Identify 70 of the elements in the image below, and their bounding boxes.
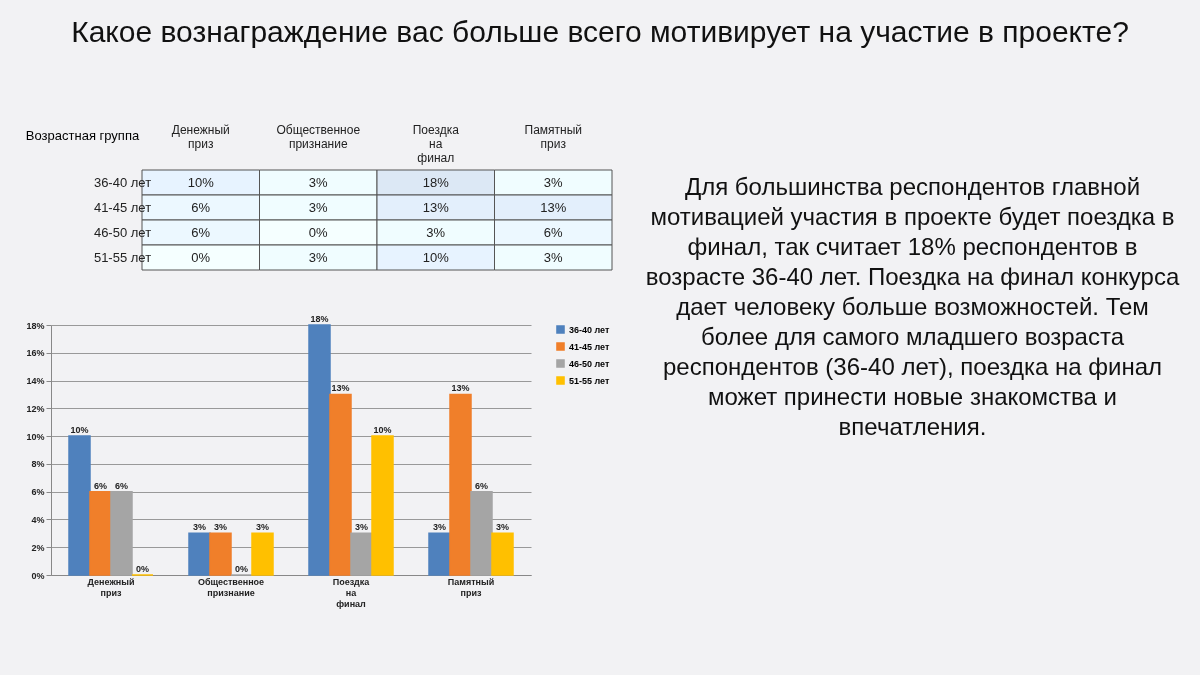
data-label: 0% [308,224,329,240]
y-tick-label: 4% [31,514,45,525]
data-label: 13% [540,199,567,215]
legend-label: 41-45 лет [569,341,610,352]
x-tick-label: Общественное признание [197,576,265,598]
data-label: 3% [426,224,446,240]
bar [251,532,274,576]
y-tick-label: 14% [26,376,45,387]
chart-title: Какое вознаграждение вас больше всего мотивирует на участие в проекте? [70,14,1130,50]
x-tick-label: Денежный приз [171,122,230,151]
data-label: 3% [495,522,510,533]
data-label: 0% [191,249,211,265]
x-tick-label: Поездка на финал [412,122,460,165]
data-label: 6% [474,480,489,491]
legend-label: 46-50 лет [569,358,610,369]
bar [308,324,331,576]
bar [449,393,472,576]
y-tick-label: 6% [31,487,45,498]
x-tick-label: Памятный приз [447,576,495,598]
data-label: 6% [543,224,564,240]
text: Для большинства респондентов главной мотивацией участия в проекте будет поездка в финал, так считает 18% респондентов в возрасте 36-40 лет. Поездка на финал конкурса дает человеку больше возможностей. Тем более для самого младшего возраста респондентов (36-40 лет), поездка на финал может принести новые знакомства и впечатления. [645,173,1180,440]
y-tick-label: 18% [26,320,45,331]
data-label: 13% [331,383,350,394]
x-tick-label: Общественное признание [276,122,361,151]
data-label: 3% [308,199,329,215]
bar [371,435,394,576]
y-tick-label: 8% [31,459,45,470]
y-tick-label: 36-40 лет [93,174,152,190]
y-tick-label: 51-55 лет [93,249,152,265]
data-label: 10% [422,249,450,265]
data-label: 3% [354,522,369,533]
data-label: 3% [308,174,329,190]
bar [491,532,514,576]
data-label: 0% [234,564,249,574]
y-tick-label: 41-45 лет [93,199,152,215]
bar [209,532,232,576]
y-tick-label: 0% [31,570,45,581]
data-label: 6% [191,224,211,240]
y-tick-label: 2% [31,542,45,553]
legend-label: 36-40 лет [569,324,610,335]
bar [89,490,112,576]
data-label: 3% [255,522,270,533]
bar [68,435,91,576]
y-axis-title: Возрастная группа [25,127,140,143]
x-tick-label: Памятный приз [524,122,582,151]
legend-label: 51-55 лет [569,375,610,386]
data-label: 3% [543,249,564,265]
data-label: 3% [308,249,329,265]
data-label: 10% [70,425,89,436]
bar [188,532,211,576]
x-tick-label: Поездка на финал [332,576,371,609]
data-label: 18% [422,174,450,190]
data-label: 3% [432,522,447,533]
data-label: 3% [543,174,564,190]
y-tick-label: 10% [26,431,45,442]
y-tick-label: 46-50 лет [93,224,152,240]
data-label: 13% [422,199,450,215]
data-label: 10% [373,425,392,436]
data-label: 13% [451,383,470,394]
x-tick-label: Денежный приз [87,576,135,598]
data-label: 6% [191,199,211,215]
bar [350,532,373,576]
data-label: 18% [310,314,329,324]
bar [428,532,451,576]
y-tick-label: 12% [26,403,45,414]
y-tick-label: 16% [26,348,45,359]
bar [329,393,352,576]
data-label: 3% [192,522,207,533]
data-label: 10% [187,174,215,190]
data-label: 3% [213,522,228,533]
